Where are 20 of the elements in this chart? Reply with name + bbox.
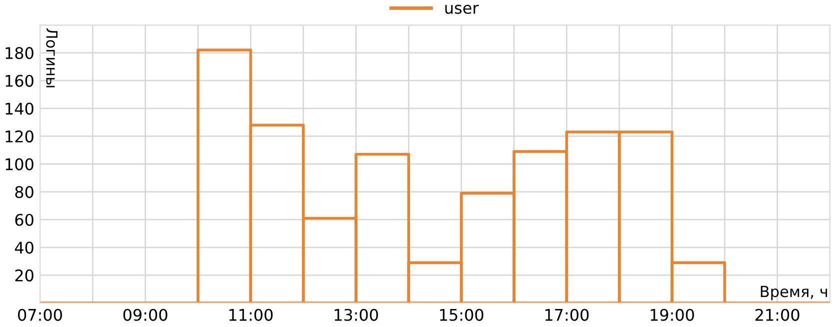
y-tick-label: 60 [15,214,34,226]
x-tick-label: 13:00 [334,308,378,321]
y-tick-label: 40 [14,242,34,254]
x-tick-label: 11:00 [229,308,273,321]
y-tick-label: 180 [6,47,34,60]
y-tick-label: 140 [6,102,34,115]
y-tick-label: 160 [6,74,34,87]
legend-label: user [445,4,479,14]
y-tick-label: 100 [6,158,34,170]
y-tick-label: 20 [15,269,34,282]
x-tick-label: 15:00 [440,308,484,321]
x-tick-label: 07:00 [18,308,62,321]
x-tick-label: 09:00 [123,308,168,321]
x-axis-title: Время, ч [760,286,828,300]
x-tick-label: 21:00 [755,308,800,321]
y-axis-title: Логины [46,28,58,88]
x-tick-label: 17:00 [545,308,589,321]
x-tick-label: 19:00 [650,308,694,321]
y-tick-label: 80 [15,186,34,198]
y-tick-label: 120 [6,130,34,142]
